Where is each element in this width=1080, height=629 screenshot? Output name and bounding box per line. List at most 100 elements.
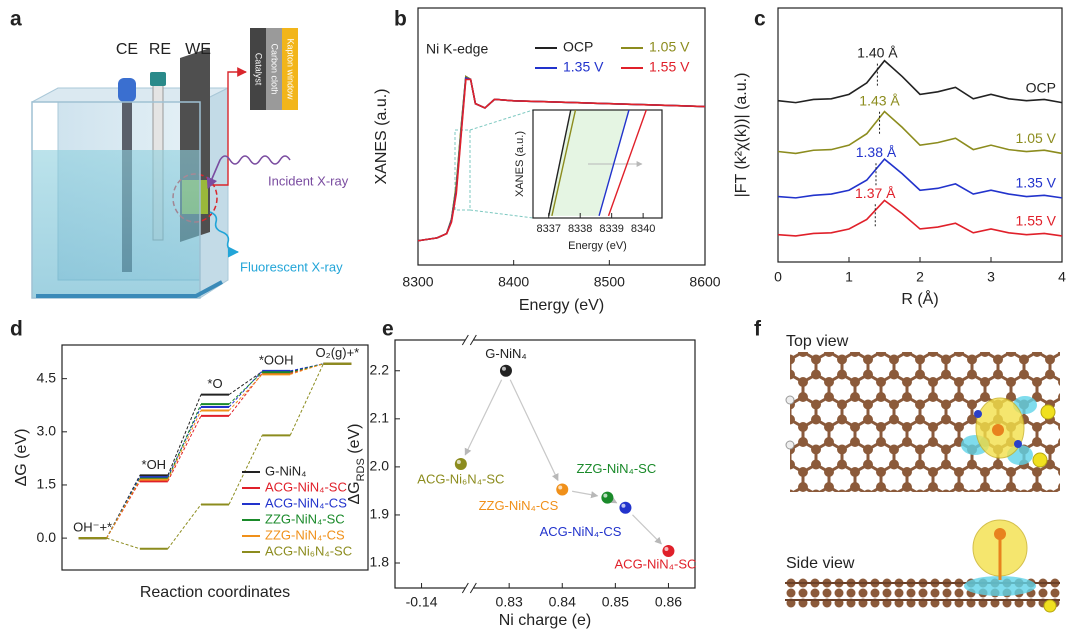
x-tick-label: 0.85 [602, 594, 629, 610]
x-tick-label: 0 [774, 269, 782, 285]
trend-arrow [464, 379, 503, 456]
y-tick-label: 3.0 [37, 423, 57, 439]
y-axis-label: ΔGRDS (eV) [346, 423, 367, 504]
connector [290, 363, 324, 374]
label: Carbon cloth [270, 43, 280, 94]
point-highlight [501, 366, 506, 371]
trend-arrow [632, 514, 662, 545]
point-label: ZZG-NiN₄-SC [577, 461, 657, 476]
x-tick-label: 8600 [689, 274, 720, 290]
state-label: *OOH [259, 352, 294, 367]
legend-label: ZZG-NiN₄-SC [265, 511, 345, 526]
point-label: G-NiN₄ [485, 346, 526, 361]
panel-label: d [10, 318, 23, 341]
x-tick-label: 8340 [631, 223, 655, 235]
legend-label: 1.55 V [649, 59, 690, 75]
point-highlight [621, 503, 626, 508]
state-label: *OH [142, 457, 167, 472]
y-axis-label-part: (eV) [346, 423, 363, 458]
point-highlight [456, 460, 461, 464]
y-axis-label-part: RDS [355, 458, 367, 481]
x-tick-label: -0.14 [406, 594, 438, 610]
peak-label: 1.37 Å [855, 185, 896, 201]
panel-label: e [382, 318, 394, 341]
connector [228, 373, 263, 417]
series-label: OCP [1026, 79, 1056, 95]
connector [167, 504, 202, 550]
connector [290, 363, 324, 373]
series-line [417, 78, 706, 242]
layer-carbon [266, 28, 282, 110]
series-line [777, 158, 1063, 199]
connector [167, 394, 202, 476]
h-atom [785, 440, 795, 450]
point-label: ACG-NiN₄-CS [540, 524, 622, 539]
point-highlight [558, 485, 563, 490]
connector [167, 403, 202, 479]
series-line [777, 59, 1063, 104]
peak-label: 1.38 Å [856, 144, 897, 160]
panel-label: a [10, 8, 22, 31]
point-highlight [603, 493, 608, 498]
axis-break [469, 334, 477, 346]
x-tick-label: 1 [845, 269, 853, 285]
point [556, 483, 569, 496]
connector [289, 363, 324, 436]
y-axis-label: |FT (k²χ(k))| (a.u.) [733, 73, 750, 198]
annotation: Ni K-edge [426, 41, 488, 57]
y-tick-label: 4.5 [37, 369, 57, 385]
h-atom [785, 395, 795, 405]
series-label: 1.05 V [1016, 130, 1057, 146]
y-tick-label: 1.9 [370, 506, 390, 522]
point-label: ACG-NiN₄-SC [615, 556, 697, 571]
x-axis-label: Reaction coordinates [140, 584, 290, 601]
point [454, 458, 467, 470]
label: Fluorescent X-ray [240, 259, 343, 274]
legend-label: ACG-NiN₄-CS [265, 495, 347, 510]
fluorescent-ray [209, 211, 240, 258]
zoom-line [469, 109, 534, 131]
series-line [598, 109, 630, 217]
zoom-box [454, 129, 471, 211]
x-tick-label: 8300 [402, 274, 433, 290]
axis-break [469, 582, 477, 594]
x-axis-label: Energy (eV) [568, 240, 627, 252]
view-label: Side view [786, 555, 855, 572]
n-atom [974, 410, 982, 418]
layer-kapton [282, 28, 298, 110]
state-label: *O [207, 376, 222, 391]
shift-band [548, 110, 629, 216]
legend-label: ACG-Ni₆N₄-SC [265, 543, 352, 558]
label: CE [116, 41, 138, 58]
point-label: ACG-Ni₆N₄-SC [417, 471, 504, 486]
trend-arrow [571, 490, 599, 499]
point-highlight [664, 546, 669, 551]
plot-frame [61, 344, 369, 571]
connector [228, 371, 263, 405]
peak-label: 1.40 Å [857, 44, 898, 60]
label: Incident X-ray [268, 173, 349, 188]
y-tick-label: 2.0 [370, 458, 390, 474]
connector [228, 370, 263, 408]
connector [106, 537, 140, 550]
axis-break-gap [465, 334, 474, 346]
n-atom [1014, 440, 1022, 448]
x-tick-label: 8400 [498, 274, 529, 290]
connector [167, 415, 202, 482]
y-tick-label: 2.2 [370, 361, 390, 377]
label: Catalyst [254, 53, 264, 86]
axis-break-gap [465, 582, 474, 594]
structure-image: Top view Side view [785, 333, 1060, 613]
connector [106, 479, 141, 539]
cell-base [36, 280, 223, 298]
ni-atom [992, 424, 1004, 436]
y-tick-label: 2.1 [370, 410, 390, 426]
x-tick-label: 0.84 [549, 594, 576, 610]
x-tick-label: 0.86 [655, 594, 682, 610]
y-tick-label: 1.5 [37, 476, 57, 492]
label: Kapton window [286, 38, 296, 100]
axis-break [461, 582, 469, 594]
series-line [777, 199, 1063, 237]
x-axis-label: R (Å) [901, 289, 938, 308]
s-atom [1043, 599, 1057, 613]
